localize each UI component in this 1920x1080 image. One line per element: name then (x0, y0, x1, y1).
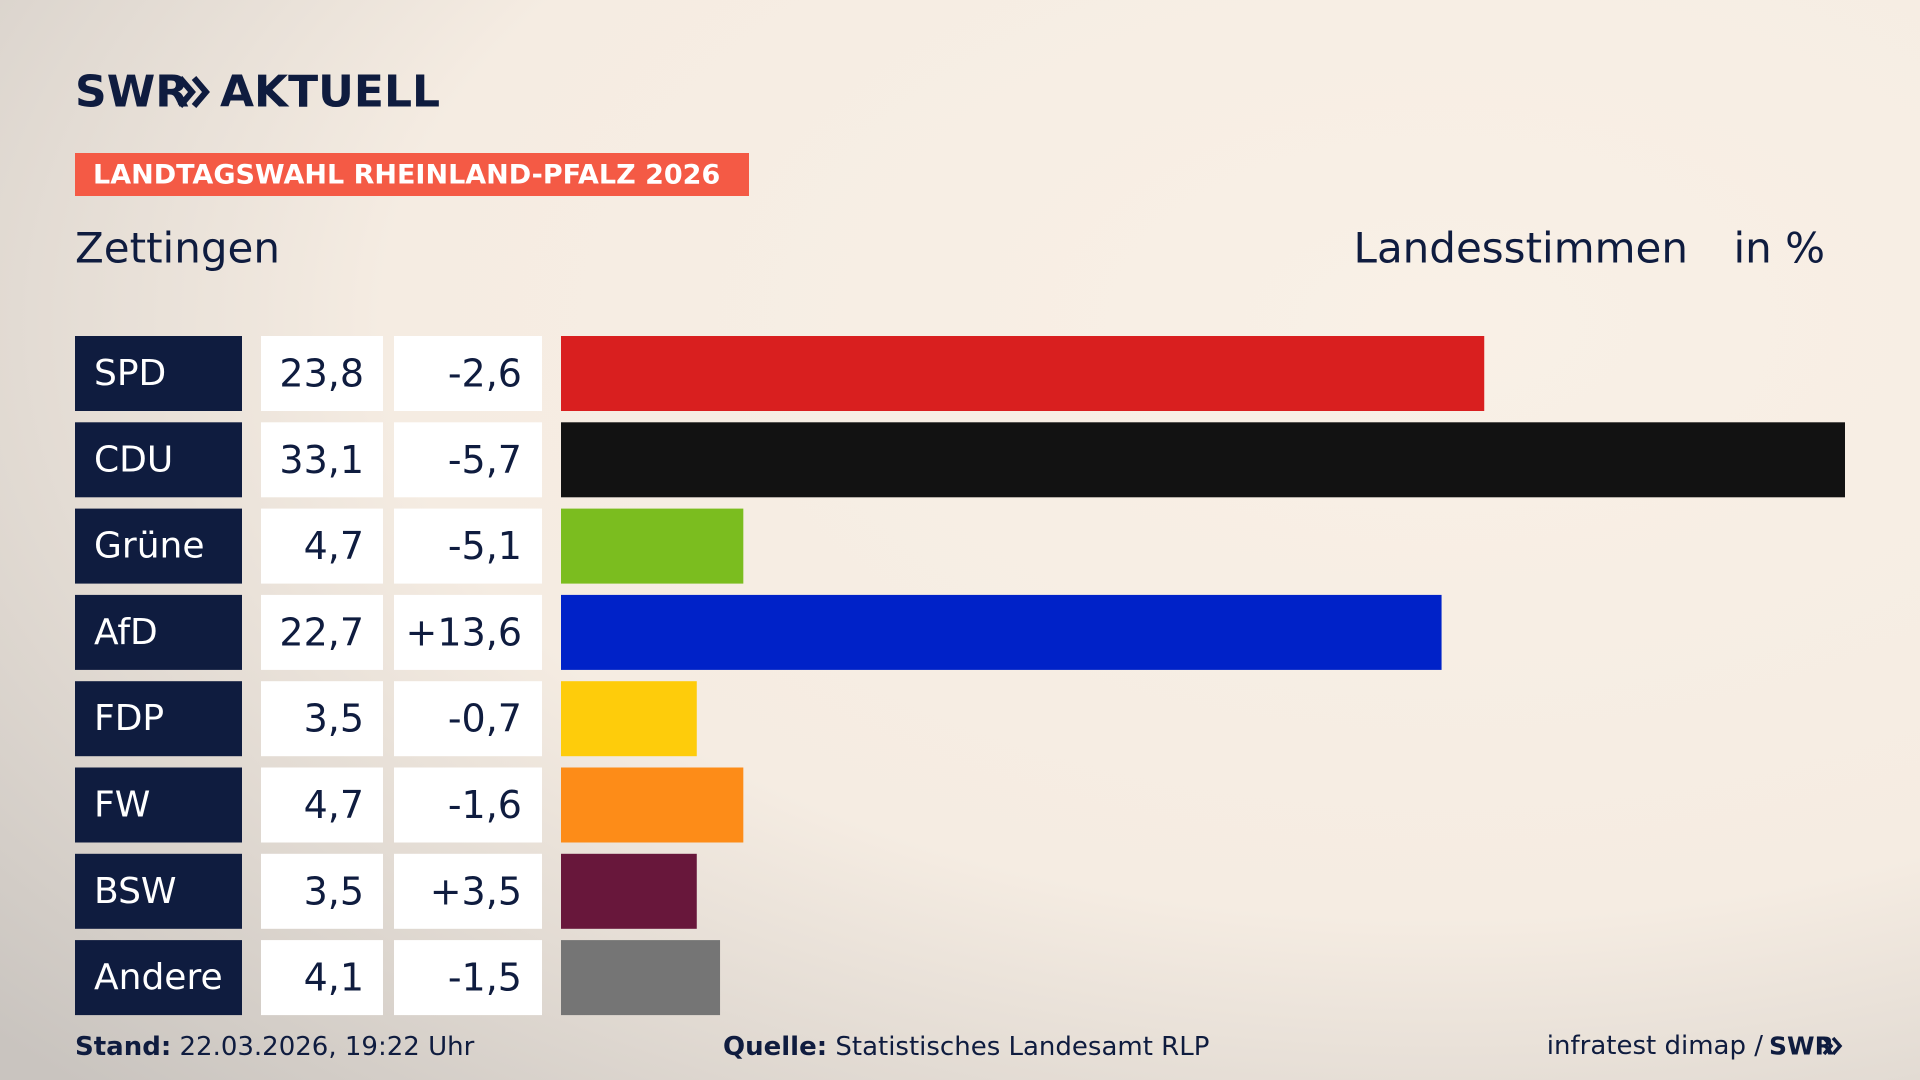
source-value: Statistisches Landesamt RLP (835, 1032, 1209, 1062)
logo: SWR (75, 67, 189, 118)
rows: SPD 23,8 -2,6 CDU 33,1 -5,7 Grüne 4,7 -5,1 AfD 22,… (75, 336, 1845, 1016)
value-box (261, 853, 383, 929)
brand-name: AKTUELL (220, 67, 440, 118)
subtitle: Landesstimmen (1354, 224, 1688, 273)
bar (561, 422, 1845, 498)
party-box (75, 336, 242, 411)
change-label: -0,7 (448, 697, 522, 741)
value-label: 22,7 (279, 610, 364, 654)
chart-title: Zettingen (75, 224, 280, 273)
source-label: Quelle: (723, 1032, 827, 1062)
bar (561, 853, 697, 929)
party-label: CDU (94, 439, 173, 480)
value-box (261, 940, 383, 1016)
change-box (394, 594, 542, 670)
tag: LANDTAGSWAHL RHEINLAND-PFALZ 2026 (93, 160, 720, 191)
value-label: 4,1 (304, 956, 364, 1000)
party-label: Grüne (94, 526, 204, 567)
change-label: -2,6 (448, 352, 522, 396)
change-box (394, 940, 542, 1016)
value-box (261, 422, 383, 498)
change-box (394, 336, 542, 411)
change-label: -5,1 (448, 524, 522, 568)
party-box (75, 422, 242, 498)
party-box (75, 681, 242, 757)
value-box (261, 594, 383, 670)
stand: Stand: 22.03.2026, 19:22 Uhr (75, 1032, 475, 1062)
credit: infratest dimap / (1547, 1031, 1763, 1061)
value-label: 3,5 (304, 869, 364, 913)
change-label: -5,7 (448, 438, 522, 482)
logo-chevrons (177, 76, 210, 108)
party-box (75, 853, 242, 929)
value-box (261, 508, 383, 584)
party-label: AfD (94, 612, 158, 653)
stand-value: 22.03.2026, 19:22 Uhr (179, 1032, 474, 1062)
source: Quelle: Statistisches Landesamt RLP (723, 1032, 1209, 1062)
change-label: -1,6 (448, 783, 522, 827)
bar (561, 940, 721, 1016)
value-box (261, 681, 383, 757)
change-label: -1,5 (448, 956, 522, 1000)
party-label: Andere (94, 957, 223, 998)
value-label: 3,5 (304, 697, 364, 741)
bar (561, 681, 697, 757)
party-label: SPD (94, 353, 166, 394)
change-box (394, 681, 542, 757)
party-label: FW (94, 785, 150, 826)
credit-logo: SWR (1769, 1032, 1834, 1061)
value-label: 23,8 (279, 352, 364, 396)
credit-chevrons (1822, 1036, 1843, 1056)
unit: in % (1733, 224, 1825, 273)
value-label: 4,7 (304, 524, 364, 568)
stand-label: Stand: (75, 1032, 171, 1062)
value-box (261, 767, 383, 843)
value-label: 33,1 (279, 438, 364, 482)
party-box (75, 594, 242, 670)
party-label: BSW (94, 871, 177, 912)
change-box (394, 508, 542, 584)
change-box (394, 767, 542, 843)
change-label: +13,6 (406, 610, 522, 654)
party-box (75, 767, 242, 843)
party-box (75, 508, 242, 584)
change-box (394, 853, 542, 929)
bar (561, 336, 1485, 411)
bar (561, 508, 744, 584)
tag-box (75, 153, 749, 196)
value-box (261, 336, 383, 411)
change-label: +3,5 (430, 869, 522, 913)
bar (561, 594, 1442, 670)
party-box (75, 940, 242, 1016)
bar (561, 767, 744, 843)
change-box (394, 422, 542, 498)
party-label: FDP (94, 698, 164, 739)
value-label: 4,7 (304, 783, 364, 827)
